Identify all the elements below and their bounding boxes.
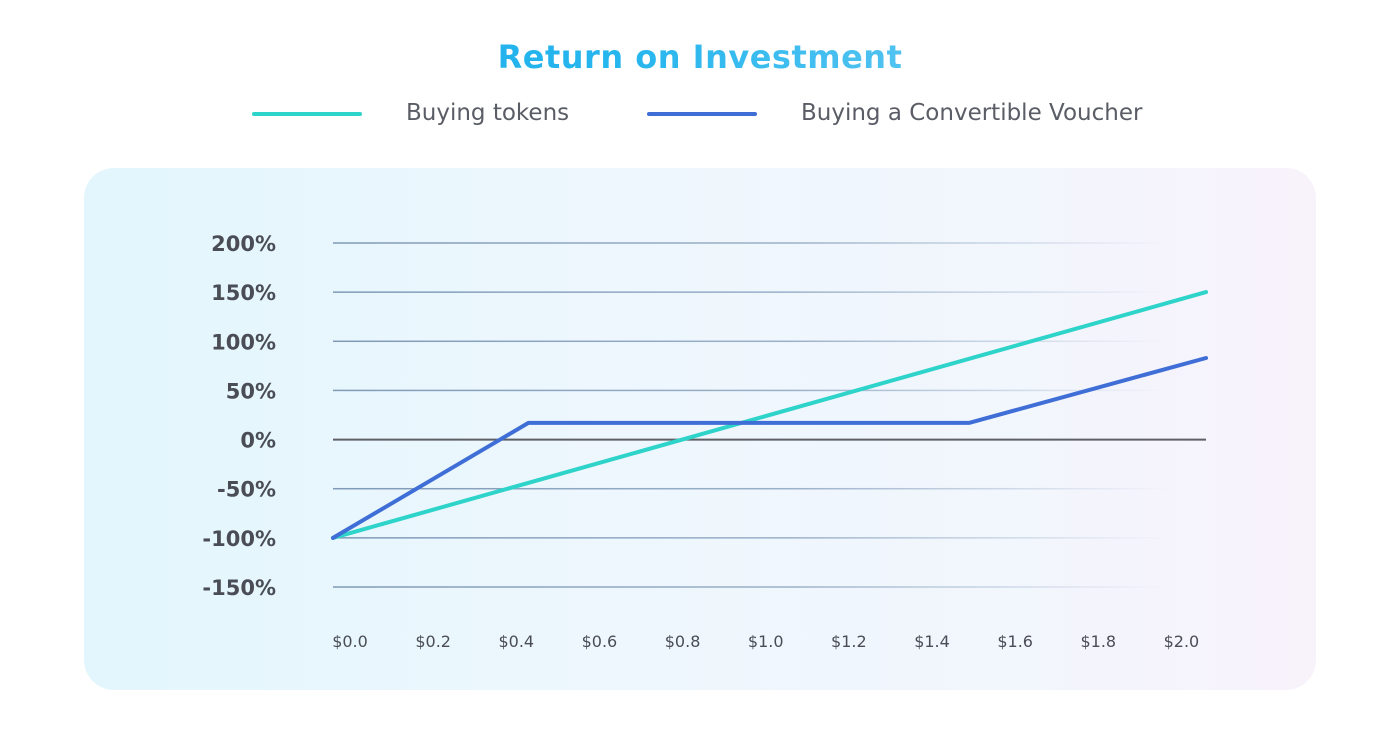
grid-line	[333, 242, 1170, 244]
y-tick-label: 150%	[211, 281, 276, 305]
y-tick-label: -150%	[202, 576, 276, 600]
series-line-convertible-voucher	[331, 356, 1208, 540]
x-tick-label: $1.2	[831, 632, 867, 651]
legend-label-tokens: Buying tokens	[406, 100, 570, 126]
chart-title: Return on Investment	[0, 38, 1400, 76]
y-tick-label: -50%	[217, 478, 276, 502]
y-tick-label: -100%	[202, 527, 276, 551]
x-tick-label: $0.6	[582, 632, 618, 651]
y-tick-label: 100%	[211, 330, 276, 354]
grid-line	[333, 389, 1170, 392]
x-tick-label: $0.8	[665, 632, 701, 651]
y-tick-label: 50%	[226, 379, 276, 403]
x-tick-label: $1.6	[997, 632, 1033, 651]
x-tick-label: $2.0	[1164, 632, 1200, 651]
grid-line	[333, 487, 1170, 490]
grid-line	[333, 537, 1170, 539]
grid-line	[333, 586, 1170, 588]
legend-swatch-voucher	[647, 112, 757, 116]
series-line-buying-tokens	[331, 290, 1208, 540]
chart-panel	[84, 168, 1316, 690]
x-tick-label: $1.8	[1080, 632, 1116, 651]
x-tick-label: $0.4	[498, 632, 534, 651]
y-tick-label: 200%	[211, 232, 276, 256]
legend-swatch-tokens	[252, 112, 362, 116]
y-tick-label: 0%	[240, 429, 276, 453]
x-tick-label: $0.2	[415, 632, 451, 651]
grid-line	[333, 340, 1170, 343]
legend: Buying tokens Buying a Convertible Vouch…	[0, 96, 1400, 132]
x-tick-label: $1.0	[748, 632, 784, 651]
legend-label-voucher: Buying a Convertible Voucher	[801, 100, 1143, 126]
x-tick-label: $1.4	[914, 632, 950, 651]
x-tick-label: $0.0	[332, 632, 368, 651]
grid-line	[333, 291, 1170, 293]
